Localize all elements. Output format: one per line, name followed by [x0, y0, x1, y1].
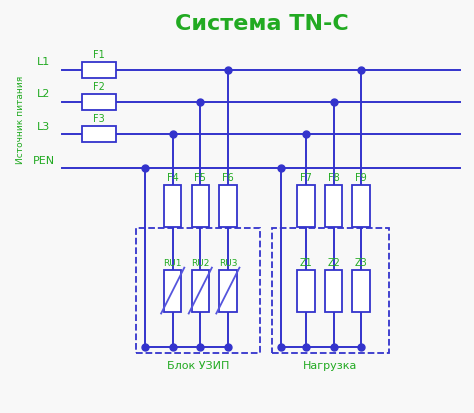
FancyBboxPatch shape: [82, 94, 117, 110]
Text: Нагрузка: Нагрузка: [303, 361, 357, 371]
Text: RU1: RU1: [164, 259, 182, 268]
FancyBboxPatch shape: [219, 185, 237, 228]
Text: Z2: Z2: [327, 258, 340, 268]
Text: F3: F3: [93, 114, 105, 124]
FancyBboxPatch shape: [219, 270, 237, 311]
Text: L2: L2: [37, 90, 51, 100]
Text: L1: L1: [37, 57, 51, 67]
Text: RU2: RU2: [191, 259, 210, 268]
Text: F5: F5: [194, 173, 206, 183]
Text: PEN: PEN: [33, 156, 55, 166]
Text: F4: F4: [167, 173, 179, 183]
Text: F6: F6: [222, 173, 234, 183]
FancyBboxPatch shape: [353, 185, 370, 228]
Text: Источник питания: Источник питания: [17, 76, 26, 164]
FancyBboxPatch shape: [164, 185, 182, 228]
Text: F7: F7: [300, 173, 312, 183]
FancyBboxPatch shape: [82, 126, 117, 142]
Text: Система TN-C: Система TN-C: [175, 14, 349, 34]
FancyBboxPatch shape: [164, 270, 182, 311]
FancyBboxPatch shape: [353, 270, 370, 311]
FancyBboxPatch shape: [297, 185, 315, 228]
FancyBboxPatch shape: [297, 270, 315, 311]
FancyBboxPatch shape: [325, 185, 342, 228]
Text: F1: F1: [93, 50, 105, 60]
Text: F9: F9: [356, 173, 367, 183]
Text: Блок УЗИП: Блок УЗИП: [167, 361, 229, 371]
FancyBboxPatch shape: [191, 185, 209, 228]
Text: F2: F2: [93, 82, 105, 92]
FancyBboxPatch shape: [82, 62, 117, 78]
Text: Z1: Z1: [300, 258, 312, 268]
Text: RU3: RU3: [219, 259, 237, 268]
Text: L3: L3: [37, 121, 51, 131]
Text: F8: F8: [328, 173, 339, 183]
Text: Z3: Z3: [355, 258, 367, 268]
FancyBboxPatch shape: [325, 270, 342, 311]
FancyBboxPatch shape: [191, 270, 209, 311]
